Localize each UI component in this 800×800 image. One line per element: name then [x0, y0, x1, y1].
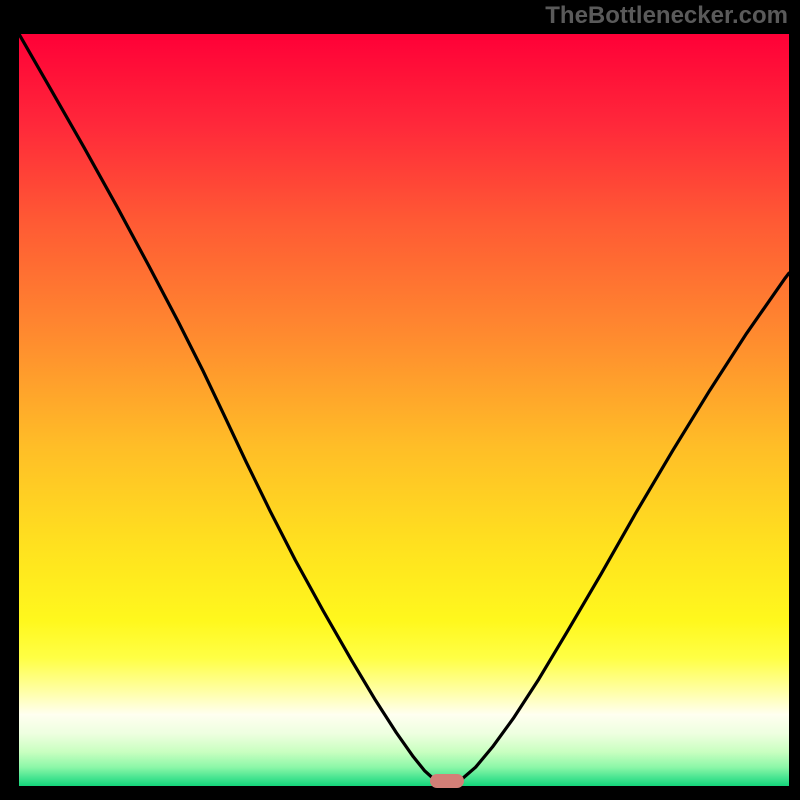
curve-layer: [19, 34, 789, 786]
optimum-marker: [430, 774, 464, 788]
bottleneck-curve: [19, 34, 789, 784]
attribution-label: TheBottlenecker.com: [545, 2, 788, 30]
chart-frame: TheBottlenecker.com: [0, 0, 800, 800]
plot-area: [19, 34, 789, 786]
